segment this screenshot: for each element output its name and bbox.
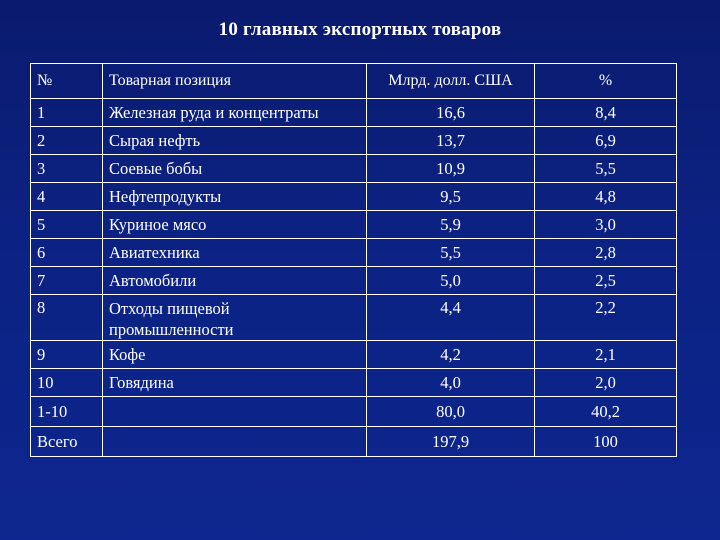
row-billion-usd: 197,9: [366, 426, 535, 457]
row-number: 10: [30, 368, 103, 397]
row-product: Отходы пищевой промышленности: [102, 294, 367, 341]
row-number: 9: [30, 340, 103, 369]
row-billion-usd: 4,4: [366, 294, 535, 341]
row-billion-usd: 5,9: [366, 210, 535, 239]
row-product: Куриное мясо: [102, 210, 367, 239]
row-product: Кофе: [102, 340, 367, 369]
exports-table: № Товарная позиция Млрд. долл. США % 1 Ж…: [30, 63, 677, 457]
row-number: 2: [30, 126, 103, 155]
row-number: 4: [30, 182, 103, 211]
row-percent: 2,2: [534, 294, 677, 341]
row-number: 7: [30, 266, 103, 295]
row-percent: 3,0: [534, 210, 677, 239]
row-percent: 100: [534, 426, 677, 457]
row-billion-usd: 9,5: [366, 182, 535, 211]
row-percent: 2,0: [534, 368, 677, 397]
row-product: Соевые бобы: [102, 154, 367, 183]
table-row: 10 Говядина 4,0 2,0: [30, 368, 677, 397]
row-percent: 40,2: [534, 396, 677, 427]
row-percent: 5,5: [534, 154, 677, 183]
table-row: 5 Куриное мясо 5,9 3,0: [30, 210, 677, 239]
table-row: 8 Отходы пищевой промышленности 4,4 2,2: [30, 294, 677, 341]
row-billion-usd: 5,0: [366, 266, 535, 295]
row-product: [102, 396, 367, 427]
table-row: 9 Кофе 4,2 2,1: [30, 340, 677, 369]
row-percent: 2,1: [534, 340, 677, 369]
row-product: Автомобили: [102, 266, 367, 295]
row-percent: 2,5: [534, 266, 677, 295]
row-product: Авиатехника: [102, 238, 367, 267]
row-product: [102, 426, 367, 457]
row-billion-usd: 4,2: [366, 340, 535, 369]
table-row: 7 Автомобили 5,0 2,5: [30, 266, 677, 295]
row-billion-usd: 10,9: [366, 154, 535, 183]
table-row-grand-total: Всего 197,9 100: [30, 426, 677, 457]
table-header-row: № Товарная позиция Млрд. долл. США %: [30, 63, 677, 99]
row-percent: 2,8: [534, 238, 677, 267]
slide-title: 10 главных экспортных товаров: [218, 19, 502, 40]
row-number: 6: [30, 238, 103, 267]
table-row: 4 Нефтепродукты 9,5 4,8: [30, 182, 677, 211]
row-number: 3: [30, 154, 103, 183]
row-billion-usd: 5,5: [366, 238, 535, 267]
table-row: 6 Авиатехника 5,5 2,8: [30, 238, 677, 267]
row-billion-usd: 80,0: [366, 396, 535, 427]
row-number: Всего: [30, 426, 103, 457]
row-product: Говядина: [102, 368, 367, 397]
header-billion-usd: Млрд. долл. США: [366, 63, 535, 99]
header-number: №: [30, 63, 103, 99]
table-row: 2 Сырая нефть 13,7 6,9: [30, 126, 677, 155]
row-billion-usd: 4,0: [366, 368, 535, 397]
row-percent: 8,4: [534, 98, 677, 127]
row-number: 8: [30, 294, 103, 341]
row-billion-usd: 16,6: [366, 98, 535, 127]
table-row: 3 Соевые бобы 10,9 5,5: [30, 154, 677, 183]
row-product: Нефтепродукты: [102, 182, 367, 211]
row-product-line-2: промышленности: [109, 320, 234, 339]
row-product: Железная руда и концентраты: [102, 98, 367, 127]
header-percent: %: [534, 63, 677, 99]
row-percent: 6,9: [534, 126, 677, 155]
row-number: 5: [30, 210, 103, 239]
header-product: Товарная позиция: [102, 63, 367, 99]
row-percent: 4,8: [534, 182, 677, 211]
row-number: 1-10: [30, 396, 103, 427]
table-row-top10-total: 1-10 80,0 40,2: [30, 396, 677, 427]
row-product-line-1: Отходы пищевой: [109, 299, 230, 318]
table-row: 1 Железная руда и концентраты 16,6 8,4: [30, 98, 677, 127]
row-product: Сырая нефть: [102, 126, 367, 155]
row-billion-usd: 13,7: [366, 126, 535, 155]
row-number: 1: [30, 98, 103, 127]
